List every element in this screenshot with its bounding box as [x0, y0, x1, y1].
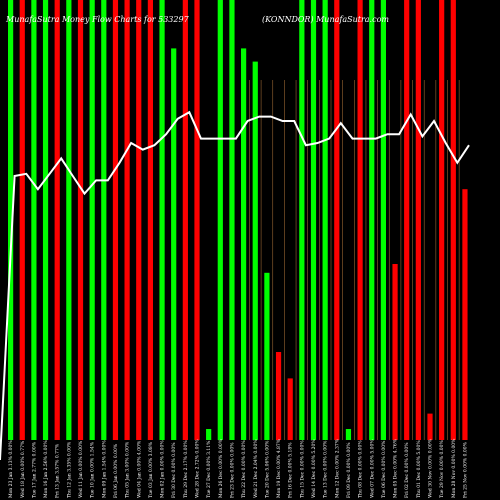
x-tick-label: Thu 05 Jan 3.00% 0.00%	[125, 441, 131, 498]
x-tick-label: Wed 04 Jan 0.00% 4.00%	[136, 440, 142, 498]
x-tick-label: Fri 13 Jan 3.57% 0.77%	[55, 443, 61, 498]
x-tick-label: Mon 28 Nov 0.00% 0.00%	[451, 438, 457, 498]
x-tick-label: Wed 28 Dec 2.72% 0.00%	[195, 439, 201, 498]
x-tick-label: Tue 06 Dec 0.00% 0.00%	[381, 440, 387, 498]
flow-bar	[450, 0, 456, 440]
x-tick-label: Tue 13 Dec 0.00% 0.00%	[323, 440, 329, 498]
flow-bar	[182, 0, 188, 440]
flow-bar	[124, 0, 130, 440]
flow-bar	[136, 0, 142, 440]
flow-bar	[380, 0, 386, 440]
x-tick-label: Mon 12 Dec 0.00% 2.37%	[334, 438, 340, 498]
x-tick-label: Fri 06 Jan 0.00% 0.00%	[113, 443, 119, 498]
flow-bar	[171, 48, 177, 441]
x-tick-label: Thu 15 Dec 0.00% 0.00%	[299, 440, 305, 498]
x-tick-label: Thu 12 Jan 3.35% 0.00%	[66, 441, 72, 498]
flow-bar	[66, 0, 72, 440]
flow-bar	[299, 0, 305, 440]
flow-bar	[19, 0, 25, 440]
x-tick-label: Mon 05 Dec 0.00% 4.76%	[393, 438, 399, 498]
x-tick-label: Fri 16 Dec 0.00% 5.18%	[288, 442, 294, 498]
flow-bar	[392, 264, 398, 440]
money-flow-line	[0, 110, 470, 461]
flow-bar	[345, 429, 352, 440]
flow-bar	[77, 0, 84, 440]
x-tick-label: Fri 25 Nov 0.00% 0.00%	[462, 441, 468, 498]
flow-bar	[404, 0, 410, 440]
flow-bar	[112, 0, 119, 440]
flow-bar	[357, 0, 363, 440]
flow-bar	[334, 0, 340, 440]
x-tick-label: Wed 07 Dec 0.00% 5.00%	[369, 439, 375, 498]
x-tick-label: Mon 19 Dec 0.00% 4.87%	[276, 438, 282, 498]
x-tick-label: Tue 10 Jan 0.00% 1.54%	[90, 441, 96, 498]
flow-bar	[147, 0, 153, 440]
flow-bar	[427, 413, 433, 440]
x-tick-label: Wed 14 Dec 0.00% 5.20%	[311, 439, 317, 498]
flow-bar	[462, 189, 468, 440]
x-tick-label: Thu 29 Dec 2.17% 0.00%	[183, 440, 189, 498]
x-tick-label: Thu 08 Dec 0.00% 0.00%	[358, 440, 364, 498]
flow-bar	[252, 61, 258, 440]
x-tick-label: Mon 09 Jan 1.54% 0.00%	[101, 440, 107, 498]
x-tick-label: Wed 11 Jan 0.00% 0.00%	[78, 440, 84, 498]
chart-title-right: (KONNDOR) MunafaSutra.com	[262, 15, 389, 24]
flow-bar	[264, 272, 270, 440]
flow-bar	[439, 0, 445, 440]
flow-bar	[415, 0, 421, 440]
flow-bar	[229, 0, 235, 440]
flow-bar	[54, 0, 60, 440]
x-tick-label: Thu 22 Dec 0.00% 0.00%	[241, 440, 247, 498]
flow-bar	[217, 0, 223, 440]
flow-bar	[159, 0, 165, 440]
x-tick-label: Tue 03 Jan 0.00% 3.08%	[148, 441, 154, 498]
x-tick-label: Tue 20 Dec 5.06% 0.00%	[264, 440, 270, 498]
x-tick-label: Mon 16 Jan 2.56% 0.00%	[43, 440, 49, 498]
flow-bar	[322, 0, 328, 440]
x-tick-label: Fri 02 Dec 0.00% 0.00%	[404, 442, 410, 498]
x-tick-label: Tue 27 Dec 0.00% 3.11%	[206, 440, 212, 498]
chart-title-left: MunafaSutra Money Flow Charts for 533297	[5, 15, 190, 24]
x-tick-label: Wed 21 Dec 2.04% 0.00%	[253, 439, 259, 498]
flow-bar	[287, 378, 293, 440]
x-tick-label: Fri 09 Dec 0.00% 0.00%	[346, 442, 352, 498]
flow-bar	[241, 48, 247, 441]
x-tick-label: Wed 30 Nov 0.00% 0.00%	[428, 438, 434, 498]
x-tick-label: Mon 26 Dec 0.00% 0.00%	[218, 438, 224, 498]
flow-bar	[101, 0, 107, 440]
flow-bar	[8, 0, 14, 440]
flow-bar	[194, 0, 200, 440]
flow-bar	[275, 352, 282, 440]
x-tick-label: Mon 02 Jan 0.00% 0.00%	[160, 440, 166, 498]
x-tick-label: Fri 30 Dec 0.00% 0.00%	[171, 442, 177, 498]
flow-bar	[89, 0, 95, 440]
flow-bar	[42, 0, 49, 440]
flow-bar	[206, 429, 212, 440]
flow-bar	[31, 0, 37, 440]
x-tick-label: Tue 17 Jan 2.77% 0.00%	[31, 441, 37, 498]
flow-bar	[310, 0, 317, 440]
x-tick-label: Thu 01 Dec 0.00% 5.00%	[416, 440, 422, 498]
x-tick-label: Tue 29 Nov 0.00% 0.00%	[439, 439, 445, 498]
x-tick-label: Fri 23 Dec 0.00% 0.00%	[229, 442, 235, 498]
x-tick-label: Mon 23 Jan 3.13% 0.00%	[8, 440, 14, 498]
x-tick-label: Wed 18 Jan 0.00% 0.77%	[20, 440, 26, 498]
flow-bar	[369, 0, 375, 440]
